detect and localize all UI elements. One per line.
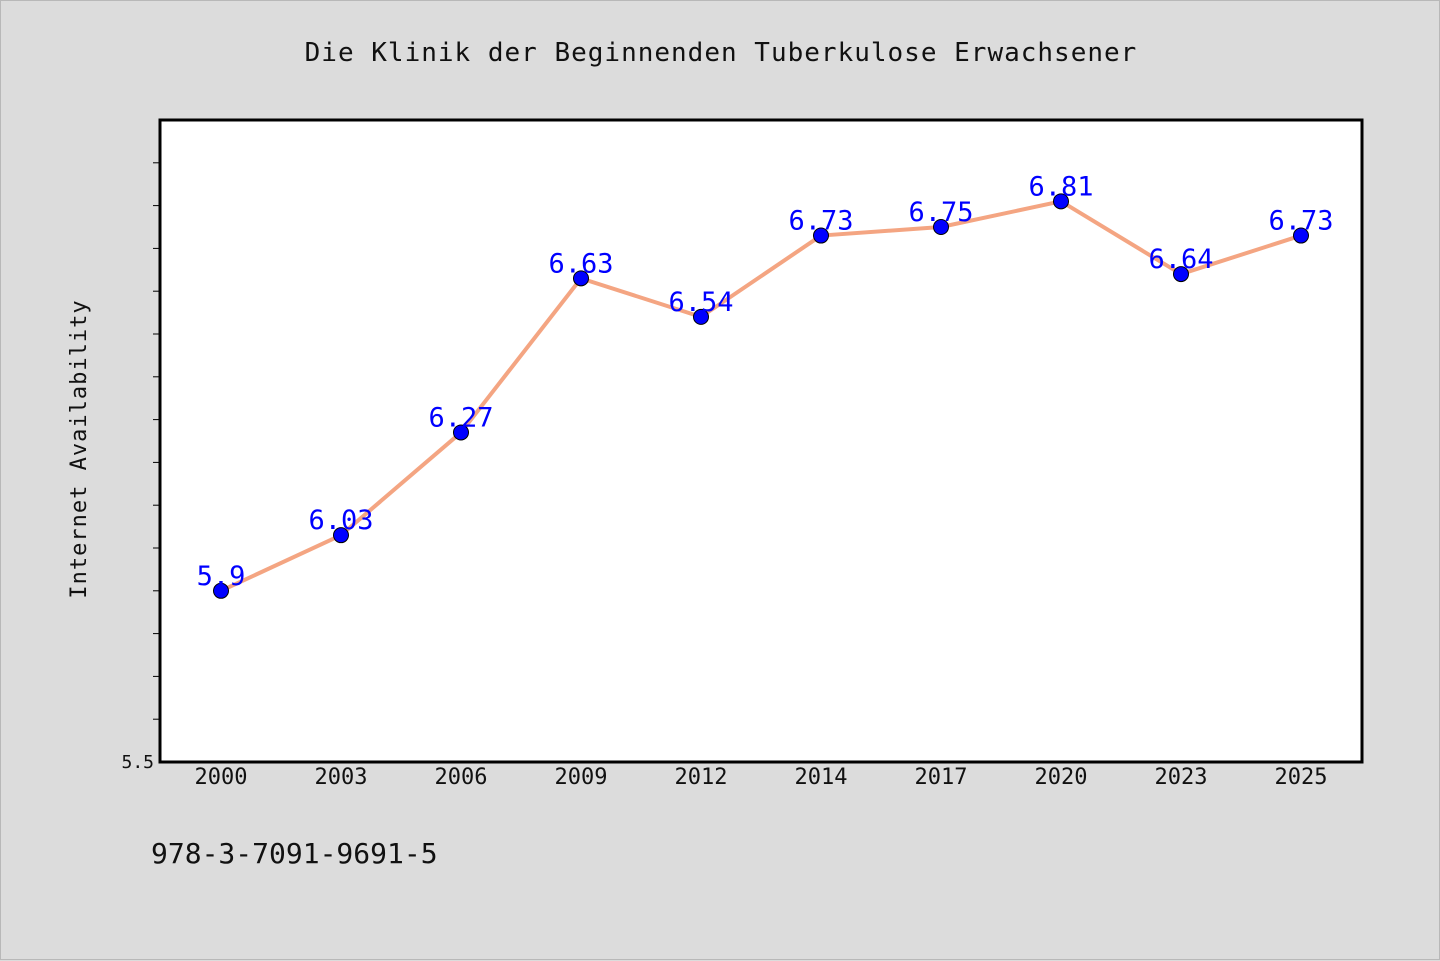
x-tick-label: 2000	[195, 765, 248, 790]
x-tick-label: 2003	[315, 765, 368, 790]
series-line-group	[213, 193, 1309, 599]
data-point	[1173, 266, 1189, 283]
x-axis: 2000 2003 2006 2009 2012 2014 2017 2020 2023 2025	[195, 765, 1328, 790]
data-point	[693, 308, 709, 325]
data-label: 6.63	[548, 248, 613, 279]
x-tick-label: 2017	[915, 765, 968, 790]
data-point	[213, 582, 229, 599]
series-line	[220, 199, 1302, 593]
data-label: 6.81	[1028, 171, 1093, 202]
data-point	[813, 227, 829, 244]
x-tick-label: 2006	[435, 765, 488, 790]
data-label: 6.75	[908, 197, 973, 228]
data-label: 6.73	[1268, 206, 1333, 237]
data-label: 6.64	[1148, 244, 1213, 275]
y-axis-label: Internet Availability	[67, 299, 92, 598]
data-point	[333, 527, 349, 544]
x-tick-label: 2014	[795, 765, 848, 790]
plot-area	[158, 118, 1364, 764]
isbn-footer: 978-3-7091-9691-5	[151, 837, 438, 870]
data-point	[1053, 193, 1069, 210]
x-tick-label: 2012	[675, 765, 728, 790]
data-label: 6.03	[308, 505, 373, 536]
data-label: 6.73	[788, 206, 853, 237]
data-point	[573, 270, 589, 287]
chart-title: Die Klinik der Beginnenden Tuberkulose E…	[305, 38, 1138, 68]
data-point	[1293, 227, 1309, 244]
data-label: 5.9	[197, 561, 246, 592]
x-tick-label: 2023	[1155, 765, 1208, 790]
x-tick-label: 2025	[1275, 765, 1328, 790]
data-labels-group: 5.9 6.03 6.27 6.63 6.54 6.73 6.75 6.81 6.64 6.73	[197, 171, 1334, 591]
data-label: 6.54	[668, 287, 733, 318]
y-tick-label: 5.5	[121, 752, 154, 773]
x-tick-label: 2009	[555, 765, 608, 790]
data-label: 6.27	[428, 402, 493, 433]
x-tick-label: 2020	[1035, 765, 1088, 790]
y-axis: 5.5	[121, 162, 160, 773]
data-point	[933, 219, 949, 235]
data-point	[453, 424, 469, 441]
